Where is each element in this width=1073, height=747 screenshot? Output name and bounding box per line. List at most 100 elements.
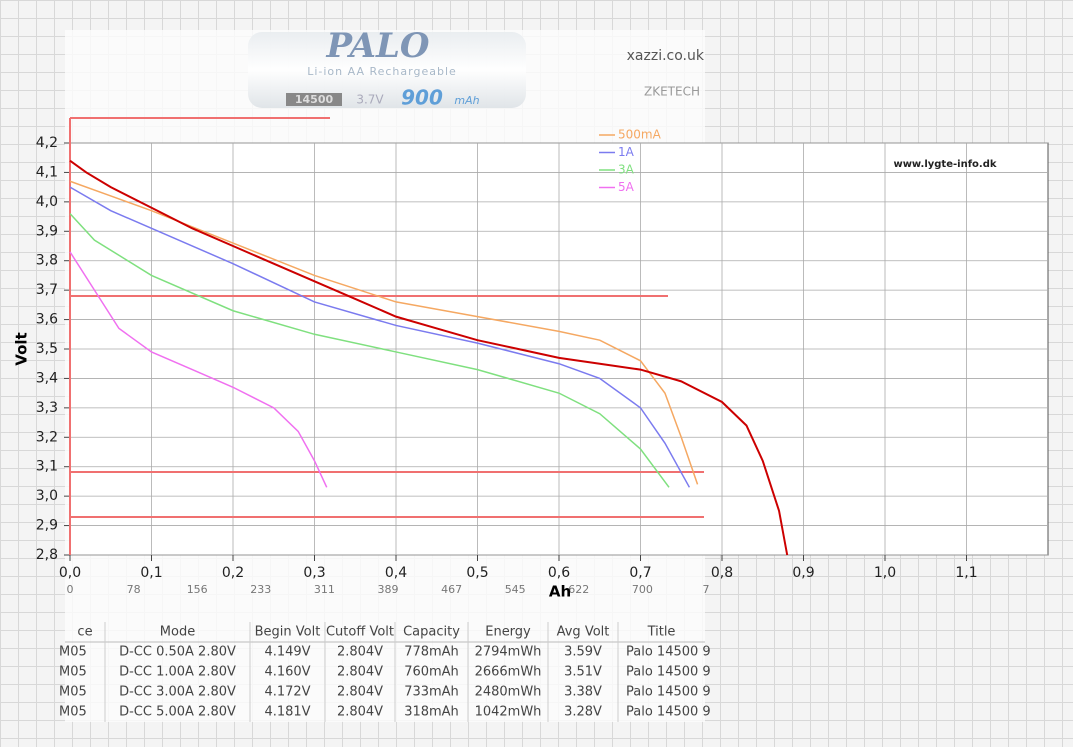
x-tick-label: 0,3: [303, 565, 325, 581]
x-tick-label: 0,0: [59, 565, 81, 581]
x-tick-label: 0,9: [792, 565, 814, 581]
y-tick-label: 3,8: [36, 253, 58, 269]
table-cell: 2.804V: [337, 665, 383, 680]
table-cell: 2.804V: [337, 705, 383, 720]
x-tick-label: 1,0: [874, 565, 896, 581]
overlay-tick-label: 156: [187, 583, 208, 596]
y-tick-label: 3,7: [36, 282, 58, 298]
source-meter: ZKETECH: [644, 85, 700, 99]
table-cell: 4.181V: [264, 705, 310, 720]
y-tick-label: 4,0: [36, 194, 58, 210]
table-cell: Palo 14500 9: [626, 705, 711, 720]
table-cell: 2666mWh: [475, 665, 542, 680]
table-cell: 318mAh: [404, 705, 459, 720]
y-tick-label: 2,9: [36, 518, 58, 534]
x-tick-label: 0,6: [548, 565, 570, 581]
y-tick-label: 3,9: [36, 223, 58, 239]
overlay-tick-label: 389: [378, 583, 399, 596]
logo-capacity: 900: [401, 86, 443, 110]
source-left: xazzi.co.uk: [627, 48, 705, 64]
logo-subtitle: Li-ion AA Rechargeable: [307, 65, 457, 78]
overlay-tick-label: 0: [67, 583, 74, 596]
overlay-tick-label: 467: [441, 583, 462, 596]
y-tick-label: 3,5: [36, 341, 58, 357]
table-cell: D-CC 3.00A 2.80V: [119, 685, 236, 700]
table-cell: 4.160V: [264, 665, 310, 680]
table-cell: D-CC 5.00A 2.80V: [119, 705, 236, 720]
table-header: Mode: [160, 625, 195, 640]
table-header: Capacity: [403, 625, 460, 640]
y-tick-label: 3,1: [36, 459, 58, 475]
logo: PALO Li-ion AA Rechargeable 14500 3.7V 9…: [248, 26, 526, 110]
table-cell: Palo 14500 9: [626, 665, 711, 680]
table-header: Title: [647, 625, 676, 640]
table-cell: 3.51V: [564, 665, 602, 680]
y-tick-label: 4,1: [36, 164, 58, 180]
y-tick-label: 3,6: [36, 312, 58, 328]
legend-label: 5A: [618, 180, 635, 194]
table-cell: 2.804V: [337, 645, 383, 660]
size-box: [286, 93, 342, 106]
series-line: [69, 213, 670, 488]
overlay-tick-label: 622: [568, 583, 589, 596]
logo-voltage: 3.7V: [356, 93, 384, 107]
y-tick-label: 3,3: [36, 400, 58, 416]
table-cell: 778mAh: [404, 645, 459, 660]
y-tick-label: 2,8: [36, 547, 58, 563]
table-cell: 760mAh: [404, 665, 459, 680]
series-line: [69, 251, 328, 488]
table-cell: 1042mWh: [475, 705, 542, 720]
table-cell: D-CC 1.00A 2.80V: [119, 665, 236, 680]
overlay-tick-label: 700: [632, 583, 653, 596]
legend-label: 3A: [618, 163, 635, 177]
legend-label: 1A: [618, 145, 635, 159]
x-tick-label: 0,2: [222, 565, 244, 581]
x-axis-label: Ah: [549, 583, 571, 601]
x-tick-label: 0,1: [140, 565, 162, 581]
brand: PALO: [326, 26, 430, 66]
logo-size: 14500: [295, 93, 334, 106]
table-cell: 733mAh: [404, 685, 459, 700]
table-cell: D-CC 0.50A 2.80V: [119, 645, 236, 660]
source-site: www.lygte-info.dk: [893, 159, 996, 170]
table-cell: 3.59V: [564, 645, 602, 660]
logo-unit: mAh: [454, 94, 479, 107]
overlay-tick-label: 7: [703, 583, 710, 596]
x-tick-label: 1,1: [955, 565, 977, 581]
overlay-tick-label: 78: [127, 583, 141, 596]
x-tick-label: 0,4: [385, 565, 407, 581]
table-cell: 4.172V: [264, 685, 310, 700]
table-cell: 2.804V: [337, 685, 383, 700]
overlay-tick-label: 233: [250, 583, 271, 596]
table-header: Begin Volt: [255, 625, 321, 640]
x-tick-label: 0,8: [711, 565, 733, 581]
table-cell: 3.38V: [564, 685, 602, 700]
series-line: [69, 180, 699, 485]
overlay-tick-label: 545: [505, 583, 526, 596]
table-cell: M05: [59, 645, 87, 660]
series-line: [69, 186, 691, 488]
series-line: [69, 159, 789, 556]
legend-label: 500mA: [618, 128, 662, 142]
y-tick-label: 3,4: [36, 370, 58, 386]
y-tick-label: 3,0: [36, 488, 58, 504]
table-cell: M05: [59, 705, 87, 720]
x-tick-label: 0,7: [629, 565, 651, 581]
x-tick-label: 0,5: [466, 565, 488, 581]
table-cell: Palo 14500 9: [626, 685, 711, 700]
table-cell: 2480mWh: [475, 685, 542, 700]
table-cell: M05: [59, 665, 87, 680]
table-cell: 3.28V: [564, 705, 602, 720]
y-tick-label: 4,2: [36, 135, 58, 151]
battery: [248, 32, 526, 108]
table-header: Avg Volt: [557, 625, 610, 640]
y-tick-label: 3,2: [36, 429, 58, 445]
table-cell: M05: [59, 685, 87, 700]
table-header: ce: [77, 625, 92, 640]
table-cell: 2794mWh: [475, 645, 542, 660]
table-cell: 4.149V: [264, 645, 310, 660]
table-cell: Palo 14500 9: [626, 645, 711, 660]
table-header: Cutoff Volt: [326, 625, 394, 640]
